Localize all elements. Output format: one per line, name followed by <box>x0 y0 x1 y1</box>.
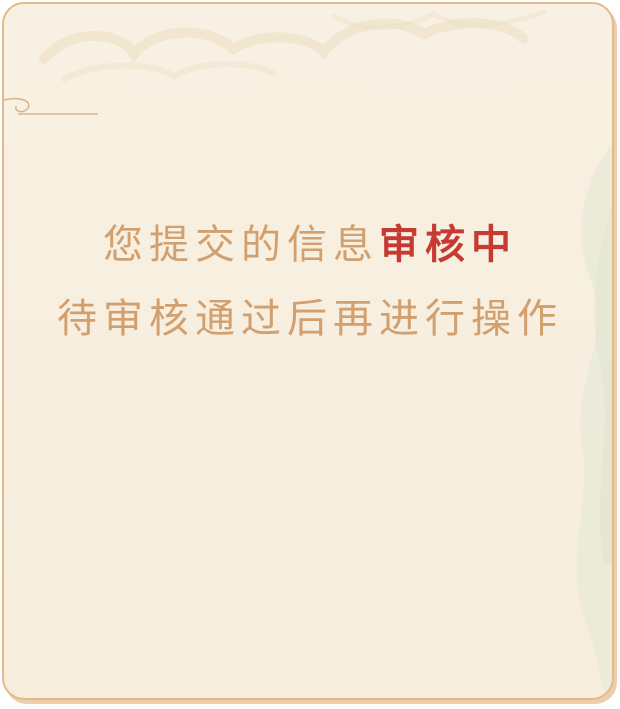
scroll-line-decoration <box>4 97 98 115</box>
review-status-message: 您提交的信息审核中 待审核通过后再进行操作 <box>4 208 612 356</box>
cloud-pattern-decoration <box>39 9 547 82</box>
message-line-2: 待审核通过后再进行操作 <box>57 296 563 342</box>
wave-pattern-decoration <box>576 144 612 698</box>
message-line-1: 您提交的信息审核中 <box>4 208 612 282</box>
review-pending-card: 您提交的信息审核中 待审核通过后再进行操作 <box>2 2 614 700</box>
review-status-highlight: 审核中 <box>379 221 517 268</box>
message-line-1-text: 您提交的信息 <box>103 222 379 268</box>
